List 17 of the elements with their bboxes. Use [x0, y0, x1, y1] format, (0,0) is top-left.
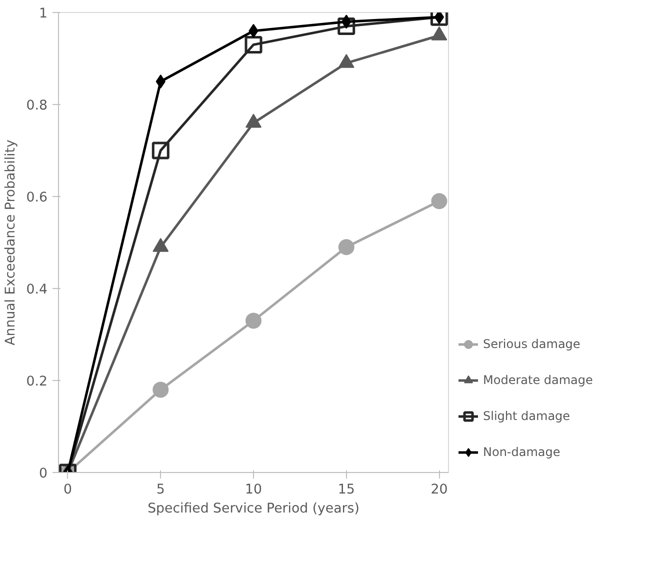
y-axis-title: Annual Exceedance Probability	[3, 140, 18, 346]
y-tick-label: 0.2	[26, 374, 48, 390]
y-tick-label: 0.6	[26, 190, 48, 206]
legend-label: Slight damage	[483, 409, 570, 423]
x-axis-title: Specified Service Period (years)	[148, 502, 360, 516]
y-tick-label: 0.4	[26, 282, 48, 298]
x-tick-label: 10	[245, 482, 262, 498]
legend-label: Moderate damage	[483, 373, 593, 387]
y-tick-label: 0.8	[26, 98, 48, 114]
legend-label: Non-damage	[483, 445, 560, 459]
legend-label: Serious damage	[483, 337, 580, 351]
x-tick-label: 0	[64, 482, 72, 498]
y-tick-label: 0	[39, 466, 48, 482]
y-tick-label: 1	[39, 6, 48, 22]
x-tick-label: 15	[338, 482, 355, 498]
x-tick-label: 20	[430, 482, 448, 498]
x-tick-label: 5	[156, 482, 165, 498]
